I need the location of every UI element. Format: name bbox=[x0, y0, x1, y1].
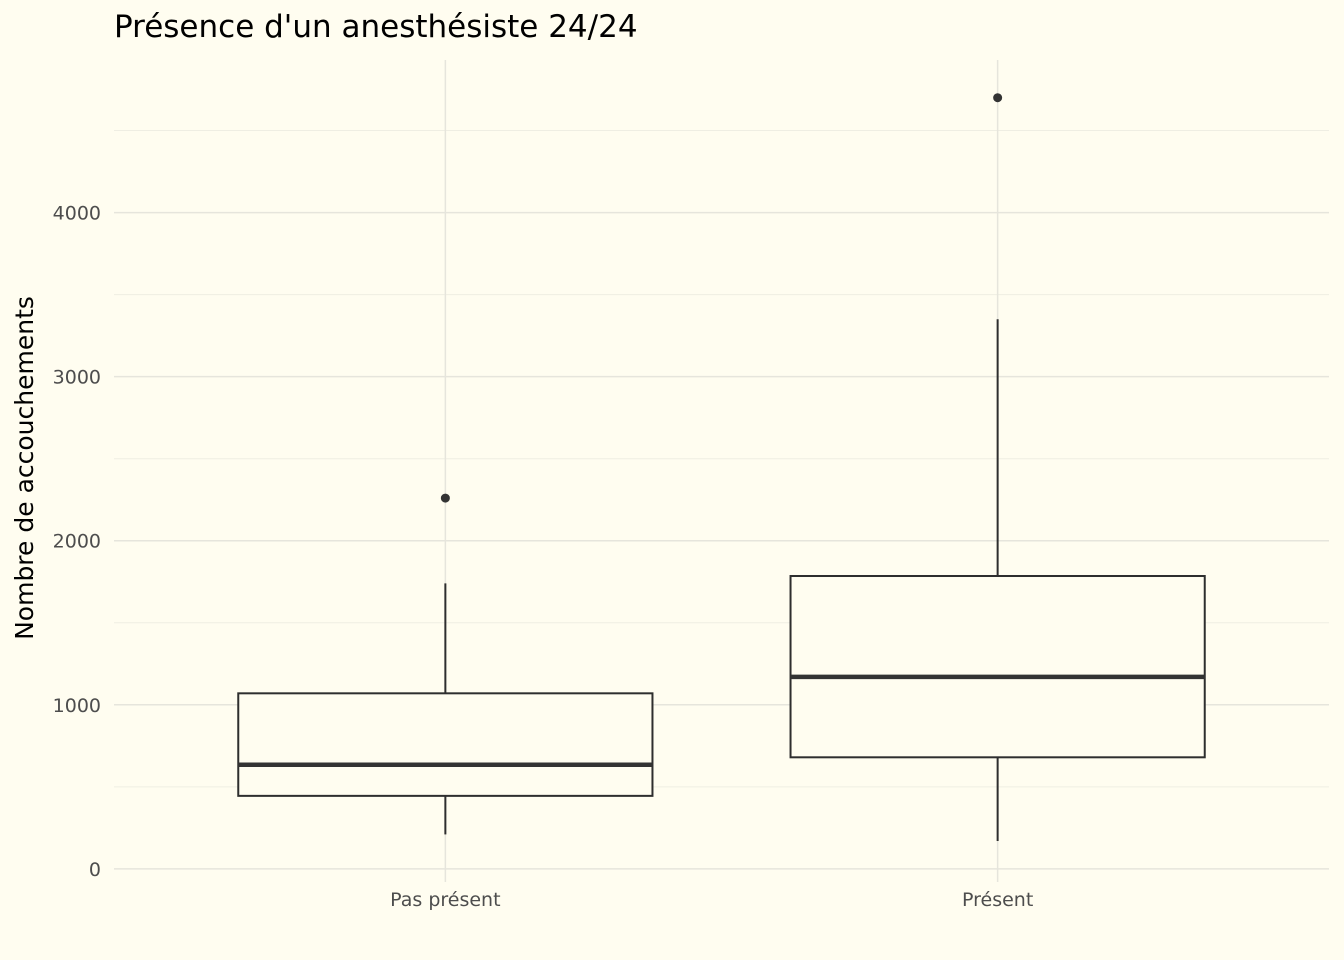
box-iqr bbox=[237, 692, 654, 797]
box-group bbox=[789, 93, 1206, 841]
box-group bbox=[237, 493, 654, 835]
chart-title: Présence d'un anesthésiste 24/24 bbox=[114, 9, 638, 45]
y-axis-title: Nombre de accouchements bbox=[10, 296, 39, 640]
y-tick-label: 4000 bbox=[53, 203, 101, 225]
y-tick-label: 3000 bbox=[53, 367, 101, 389]
box-layer bbox=[237, 93, 1206, 841]
y-tick-label: 1000 bbox=[53, 695, 101, 717]
outlier-point bbox=[993, 93, 1003, 103]
tick-labels: 0 1000 2000 3000 4000 Pas présent Présent bbox=[53, 203, 1034, 911]
x-tick-label: Pas présent bbox=[390, 889, 500, 911]
x-tick-label: Présent bbox=[962, 889, 1033, 911]
y-tick-label: 2000 bbox=[53, 531, 101, 553]
box-iqr bbox=[789, 575, 1206, 759]
y-tick-label: 0 bbox=[89, 859, 101, 881]
outlier-point bbox=[440, 493, 450, 503]
